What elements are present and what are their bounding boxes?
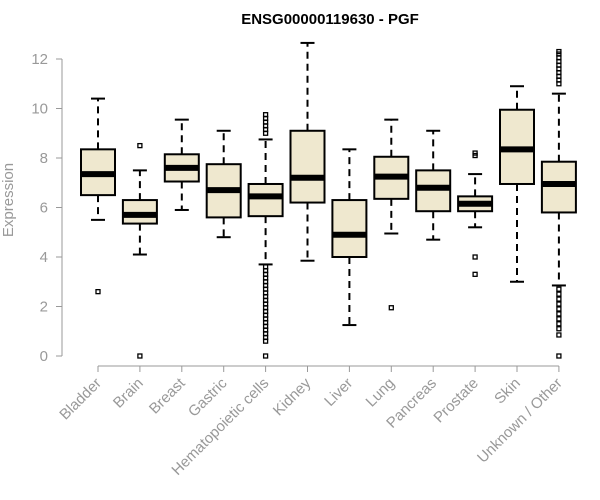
outlier-point <box>556 311 562 317</box>
chart-title: ENSG00000119630 - PGF <box>241 11 419 28</box>
outlier-point <box>556 326 562 332</box>
box-group <box>540 48 577 359</box>
outlier-point <box>262 338 269 344</box>
outlier-point <box>95 288 101 295</box>
outlier-point <box>262 353 269 359</box>
box-group <box>163 118 200 211</box>
y-tick-label: 10 <box>31 101 48 118</box>
box-group <box>457 150 494 277</box>
x-tick-label: Prostate <box>430 375 482 427</box>
y-tick-label: 2 <box>40 299 48 316</box>
box-group <box>373 118 410 311</box>
box-group <box>247 112 284 359</box>
y-axis: 0 2 4 6 8 10 12 <box>31 51 63 365</box>
outlier-point <box>556 321 562 327</box>
outlier-point <box>556 301 562 307</box>
outlier-point <box>472 254 478 260</box>
y-tick-label: 4 <box>40 249 48 266</box>
box-group <box>205 129 242 239</box>
outlier-point <box>472 271 478 277</box>
box-group <box>121 142 158 359</box>
outlier-point <box>556 353 562 359</box>
box-group <box>499 85 535 283</box>
outlier-point <box>472 150 478 156</box>
x-tick-label: Lung <box>363 375 399 411</box>
outlier-point <box>556 296 562 302</box>
iqr-box <box>331 199 368 258</box>
x-tick-label: Breast <box>146 374 189 417</box>
outlier-point <box>556 306 562 312</box>
outlier-point <box>556 332 562 338</box>
iqr-box <box>415 169 452 213</box>
outlier-point <box>556 316 562 322</box>
box-group <box>415 129 452 241</box>
boxes-layer <box>80 41 577 359</box>
y-tick-label: 12 <box>31 51 48 68</box>
box-group <box>289 41 326 262</box>
box-group <box>331 148 368 327</box>
outlier-point <box>556 286 562 292</box>
y-tick-label: 6 <box>40 200 48 217</box>
outlier-point <box>262 112 269 118</box>
x-tick-label: Skin <box>491 375 524 408</box>
box-group <box>80 97 116 295</box>
outlier-point <box>556 48 562 55</box>
iqr-box <box>289 129 326 204</box>
y-axis-label: Expression <box>0 163 17 237</box>
iqr-box <box>540 160 577 214</box>
outlier-point <box>388 305 394 311</box>
x-tick-label: Kidney <box>270 374 315 419</box>
outlier-point <box>556 291 562 297</box>
x-tick-label: Brain <box>110 375 147 412</box>
iqr-box <box>121 199 158 225</box>
iqr-box <box>247 182 284 218</box>
outlier-point <box>137 353 143 359</box>
y-tick-label: 0 <box>40 348 48 365</box>
x-tick-label: Bladder <box>56 375 105 424</box>
outlier-point <box>137 142 143 149</box>
x-tick-label: Liver <box>321 375 356 410</box>
y-tick-label: 8 <box>40 150 48 167</box>
